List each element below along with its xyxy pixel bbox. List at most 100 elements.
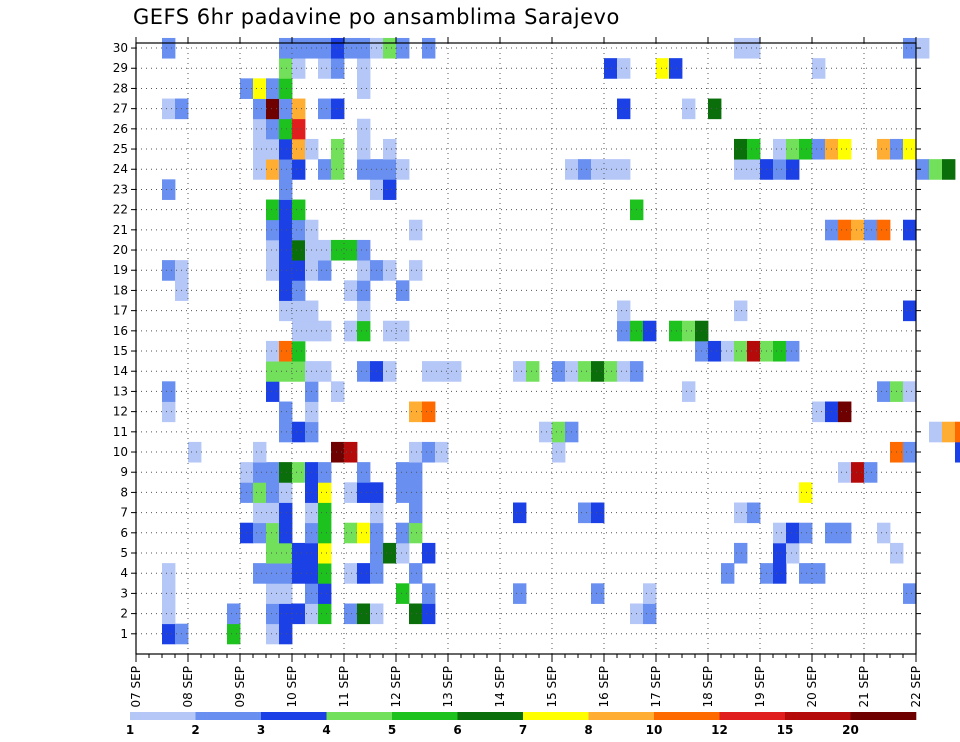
heatmap-cell (279, 179, 293, 200)
heatmap-cell (786, 138, 800, 160)
heatmap-cell (903, 138, 917, 160)
heatmap-cell (864, 219, 878, 241)
heatmap-cell (266, 340, 280, 362)
heatmap-cell (162, 401, 176, 423)
heatmap-cell (409, 603, 423, 625)
heatmap-cell (292, 361, 306, 382)
heatmap-cell (253, 441, 267, 463)
heatmap-cell (292, 239, 306, 261)
heatmap-cell (838, 138, 852, 160)
heatmap-cell (162, 623, 176, 645)
colorbar-swatch (392, 712, 458, 720)
heatmap-cell (331, 138, 345, 160)
heatmap-cell (396, 462, 410, 483)
y-tick-label: 22 (113, 203, 128, 217)
heatmap-cell (409, 219, 423, 241)
heatmap-cell (318, 563, 332, 584)
heatmap-cell (838, 401, 852, 423)
heatmap-cell (721, 340, 735, 362)
x-tick-label: 12 SEP (389, 666, 403, 708)
heatmap-cell (292, 260, 306, 281)
heatmap-cell (318, 361, 332, 382)
heatmap-cell (552, 421, 566, 443)
colorbar-swatch (588, 712, 655, 720)
colorbar-swatch (195, 712, 262, 720)
y-tick-label: 12 (113, 405, 128, 419)
heatmap-cell (513, 583, 527, 604)
heatmap-cell (838, 522, 852, 544)
heatmap-cell (578, 159, 592, 180)
heatmap-cell (331, 441, 345, 463)
heatmap-cell (357, 78, 371, 99)
heatmap-cell (279, 199, 293, 221)
heatmap-cell (357, 58, 371, 79)
heatmap-cell (279, 98, 293, 120)
heatmap-cell (318, 159, 332, 180)
heatmap-cell (292, 603, 306, 625)
heatmap-cell (266, 138, 280, 160)
x-tick-label: 17 SEP (649, 666, 663, 708)
heatmap-cell (552, 441, 566, 463)
heatmap-cell (786, 542, 800, 564)
heatmap-cell (357, 37, 371, 59)
heatmap-cell (422, 441, 436, 463)
heatmap-cell (396, 522, 410, 544)
heatmap-cell (266, 381, 280, 402)
heatmap-cell (318, 522, 332, 544)
heatmap-cell (318, 98, 332, 120)
heatmap-cell (266, 502, 280, 524)
heatmap-cell (799, 482, 813, 503)
heatmap-cell (292, 280, 306, 301)
y-tick-label: 20 (113, 243, 128, 257)
heatmap-cell (266, 563, 280, 584)
heatmap-cell (799, 563, 813, 584)
heatmap-cell (357, 239, 371, 261)
heatmap-cell (747, 502, 761, 524)
heatmap-cell (903, 219, 917, 241)
heatmap-cell (422, 542, 436, 564)
colorbar-label: 6 (453, 723, 461, 737)
y-tick-label: 23 (113, 182, 128, 196)
heatmap-cell (747, 340, 761, 362)
heatmap-cell (279, 482, 293, 503)
heatmap-cell (409, 260, 423, 281)
heatmap-cell (409, 441, 423, 463)
colorbar-swatch (261, 712, 327, 720)
heatmap-cell (604, 361, 618, 382)
heatmap-cell (162, 563, 176, 584)
heatmap-cell (357, 138, 371, 160)
heatmap-cell (292, 300, 306, 322)
y-tick-label: 4 (120, 566, 128, 580)
y-tick-label: 29 (113, 61, 128, 75)
y-tick-label: 24 (113, 162, 128, 176)
heatmap-cell (786, 159, 800, 180)
y-tick-label: 7 (120, 506, 128, 520)
heatmap-cell (279, 58, 293, 79)
heatmap-cell (708, 340, 722, 362)
heatmap-cell (656, 58, 670, 79)
heatmap-cell (552, 361, 566, 382)
heatmap-cell (422, 583, 436, 604)
y-tick-label: 8 (120, 485, 128, 499)
colorbar-label: 20 (842, 723, 859, 737)
heatmap-cell (409, 522, 423, 544)
heatmap-cell (903, 37, 917, 59)
heatmap-cell (643, 320, 657, 342)
heatmap-cell (162, 179, 176, 200)
heatmap-cell (357, 118, 371, 140)
colorbar-label: 15 (777, 723, 794, 737)
heatmap-cell (318, 542, 332, 564)
heatmap-cell (526, 361, 540, 382)
y-tick-label: 6 (120, 526, 128, 540)
heatmap-cell (422, 401, 436, 423)
heatmap-cell (929, 421, 943, 443)
heatmap-cell (734, 300, 748, 322)
heatmap-cell (292, 219, 306, 241)
y-tick-label: 5 (120, 546, 128, 560)
heatmap-cell (357, 361, 371, 382)
y-tick-label: 14 (113, 364, 128, 378)
heatmap-cell (396, 280, 410, 301)
heatmap-cell (266, 199, 280, 221)
heatmap-cell (734, 542, 748, 564)
heatmap-cell (279, 563, 293, 584)
